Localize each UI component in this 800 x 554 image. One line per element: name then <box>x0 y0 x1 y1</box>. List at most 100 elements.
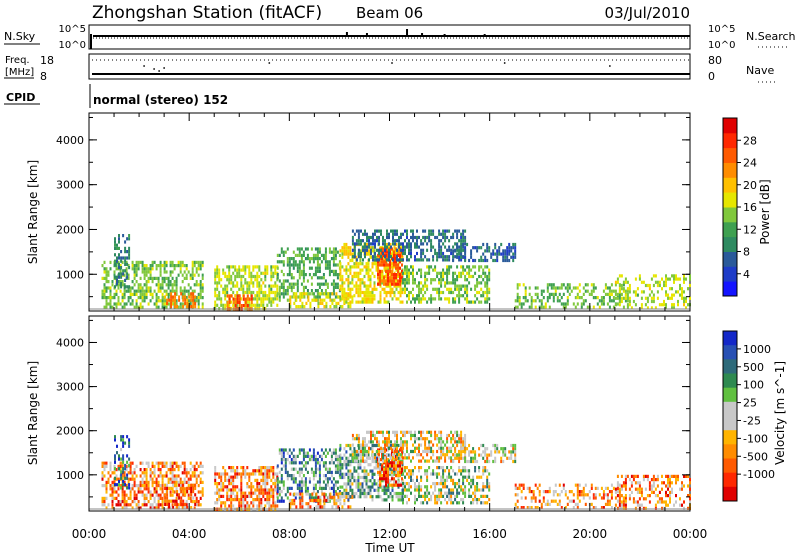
scatter-cell <box>397 273 399 277</box>
scatter-cell <box>252 281 255 285</box>
scatter-cell <box>360 242 362 246</box>
scatter-cell <box>226 294 229 298</box>
scatter-cell <box>371 450 374 454</box>
scatter-cell <box>316 467 319 471</box>
scatter-cell <box>456 294 459 298</box>
scatter-cell <box>456 255 459 259</box>
scatter-cell <box>644 303 647 307</box>
scatter-cell <box>343 249 346 253</box>
scatter-cell <box>454 482 457 486</box>
scatter-cell <box>610 289 613 293</box>
scatter-cell <box>320 282 323 286</box>
scatter-cell <box>258 284 261 288</box>
scatter-cell <box>390 245 392 249</box>
scatter-cell <box>282 480 285 484</box>
scatter-cell <box>125 493 128 497</box>
scatter-cell <box>363 475 366 480</box>
scatter-cell <box>278 289 281 293</box>
scatter-cell <box>176 502 179 506</box>
scatter-cell <box>452 278 455 282</box>
scatter-cell <box>410 245 412 249</box>
scatter-cell <box>381 274 384 279</box>
scatter-cell <box>218 274 221 279</box>
scatter-cell <box>254 488 257 492</box>
scatter-cell <box>406 268 408 272</box>
scatter-cell <box>244 297 247 301</box>
scatter-cell <box>232 498 235 502</box>
scatter-cell <box>450 501 453 505</box>
scatter-cell <box>440 494 443 498</box>
scatter-cell <box>620 283 623 288</box>
scatter-cell <box>175 474 178 478</box>
scatter-cell <box>689 283 691 288</box>
scatter-cell <box>124 240 127 244</box>
scatter-cell <box>460 287 463 291</box>
scatter-cell <box>120 438 123 442</box>
scatter-cell <box>438 281 441 285</box>
scatter-cell <box>404 248 406 252</box>
scatter-cell <box>442 268 445 272</box>
scatter-cell <box>389 281 392 285</box>
scatter-cell <box>284 461 287 465</box>
scatter-cell <box>464 488 467 492</box>
scatter-cell <box>369 300 372 304</box>
scatter-cell <box>145 286 148 290</box>
scatter-cell <box>387 269 389 273</box>
scatter-cell <box>432 268 435 272</box>
scatter-cell <box>312 477 315 481</box>
scatter-cell <box>264 498 267 502</box>
scatter-cell <box>679 283 681 288</box>
scatter-cell <box>488 278 491 282</box>
scatter-cell <box>418 258 420 262</box>
scatter-cell <box>474 246 477 250</box>
scatter-cell <box>345 450 348 454</box>
scatter-cell <box>661 277 663 281</box>
scatter-cell <box>177 474 180 478</box>
scatter-cell <box>383 498 386 502</box>
scatter-cell <box>404 268 406 272</box>
scatter-cell <box>278 260 281 264</box>
scatter-cell <box>375 463 378 467</box>
scatter-cell <box>292 474 295 478</box>
scatter-cell <box>387 467 389 471</box>
scatter-cell <box>667 293 669 297</box>
scatter-cell <box>404 433 406 438</box>
scatter-cell <box>234 494 237 498</box>
scatter-cell <box>373 482 376 486</box>
scatter-cell <box>115 292 118 296</box>
scatter-cell <box>238 294 241 298</box>
scatter-cell <box>464 297 467 301</box>
scatter-cell <box>304 451 307 455</box>
scatter-cell <box>393 263 395 267</box>
scatter-cell <box>448 449 451 454</box>
scatter-cell <box>397 443 400 448</box>
scatter-cell <box>351 482 354 486</box>
scatter-cell <box>381 260 383 264</box>
scatter-cell <box>351 265 354 269</box>
nave-dip <box>163 67 166 69</box>
scatter-cell <box>282 289 285 293</box>
scatter-cell <box>440 232 443 236</box>
scatter-cell <box>364 248 366 252</box>
scatter-cell <box>149 270 152 274</box>
scatter-cell <box>468 271 471 275</box>
scatter-cell <box>298 250 301 254</box>
scatter-cell <box>268 498 271 502</box>
scatter-cell <box>278 295 281 299</box>
scatter-cell <box>444 229 447 233</box>
scatter-cell <box>218 482 221 486</box>
scatter-cell <box>137 283 140 287</box>
scatter-cell <box>171 260 174 264</box>
scatter-cell <box>117 302 120 306</box>
scatter-cell <box>284 493 287 497</box>
scatter-cell <box>456 235 459 240</box>
scatter-cell <box>103 305 106 309</box>
scatter-cell <box>367 287 370 291</box>
scatter-cell <box>282 448 285 452</box>
scatter-cell <box>658 303 661 307</box>
scatter-cell <box>398 235 400 240</box>
scatter-cell <box>650 296 653 300</box>
scatter-cell <box>180 486 183 490</box>
scatter-cell <box>306 247 309 251</box>
scatter-cell <box>679 277 681 281</box>
